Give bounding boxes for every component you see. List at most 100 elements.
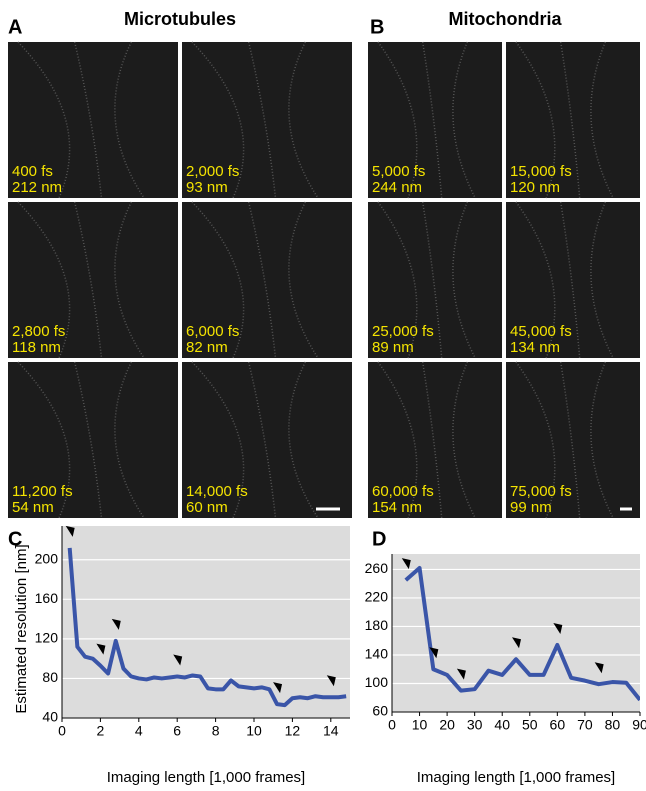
x-tick-label: 90 [632, 717, 646, 733]
x-axis-label: Imaging length [1,000 frames] [107, 769, 305, 786]
plot-area [62, 526, 350, 718]
structure [17, 41, 71, 199]
structure [421, 361, 443, 519]
resolution: 54 nm [12, 499, 54, 516]
x-tick-label: 0 [58, 723, 66, 739]
structure [17, 361, 71, 519]
image [368, 362, 502, 518]
resolution: 60 nm [186, 499, 228, 516]
resolution: 154 nm [372, 499, 422, 516]
structure [247, 201, 277, 359]
frame-count: 11,200 fs [12, 483, 73, 500]
arrowhead [401, 558, 411, 570]
image [506, 42, 640, 198]
structure [73, 201, 103, 359]
structure [559, 201, 581, 359]
arrowhead [273, 682, 283, 694]
frame-count: 14,000 fs [186, 483, 248, 500]
x-tick-label: 14 [323, 723, 339, 739]
x-tick-label: 80 [605, 717, 621, 733]
structure [590, 41, 614, 199]
structure [17, 201, 71, 359]
frame-count: 60,000 fs [372, 483, 434, 500]
structure [590, 361, 614, 519]
arrowhead [456, 668, 466, 680]
image [182, 42, 352, 198]
y-tick-label: 40 [42, 709, 58, 725]
x-tick-label: 10 [412, 717, 428, 733]
x-tick-label: 60 [550, 717, 566, 733]
image [8, 362, 178, 518]
image [506, 202, 640, 358]
frame-count: 6,000 fs [186, 323, 239, 340]
structure [452, 201, 476, 359]
panel-letter: D [372, 528, 386, 550]
series-line [404, 566, 640, 702]
structure [590, 201, 614, 359]
resolution: 212 nm [12, 179, 62, 196]
panel-letter: C [8, 528, 22, 550]
y-tick-label: 160 [35, 590, 59, 606]
panel-title: Microtubules [124, 9, 236, 29]
arrowhead [111, 618, 121, 630]
resolution: 93 nm [186, 179, 228, 196]
structure [247, 361, 277, 519]
resolution: 134 nm [510, 339, 560, 356]
arrowhead [96, 643, 106, 655]
x-axis-label: Imaging length [1,000 frames] [417, 769, 615, 786]
arrowhead [65, 525, 75, 537]
image [368, 202, 502, 358]
resolution: 82 nm [186, 339, 228, 356]
y-tick-label: 100 [365, 674, 389, 690]
panel-title: Mitochondria [449, 9, 563, 29]
structure [559, 41, 581, 199]
resolution: 118 nm [12, 339, 61, 356]
arrowhead [326, 675, 336, 687]
structure [191, 201, 245, 359]
panel-letter: A [8, 16, 22, 38]
x-tick-label: 12 [285, 723, 301, 739]
x-tick-label: 20 [439, 717, 455, 733]
frame-count: 2,800 fs [12, 323, 65, 340]
structure [421, 201, 443, 359]
arrowhead [553, 622, 563, 634]
arrowhead [173, 654, 183, 666]
y-tick-label: 220 [365, 589, 389, 605]
structure [452, 361, 476, 519]
resolution: 244 nm [372, 179, 422, 196]
structure [452, 41, 476, 199]
arrowhead [594, 662, 604, 674]
frame-count: 45,000 fs [510, 323, 572, 340]
frame-count: 15,000 fs [510, 163, 572, 180]
structure [73, 361, 103, 519]
resolution: 99 nm [510, 499, 552, 516]
image [182, 202, 352, 358]
frame-count: 75,000 fs [510, 483, 572, 500]
structure [191, 41, 245, 199]
panel-letter: B [370, 16, 384, 38]
resolution: 89 nm [372, 339, 414, 356]
structure [73, 41, 103, 199]
arrowhead [512, 637, 521, 649]
structure [191, 361, 245, 519]
frame-count: 400 fs [12, 163, 53, 180]
structure [559, 361, 581, 519]
image [8, 202, 178, 358]
y-tick-label: 120 [35, 630, 59, 646]
y-tick-label: 140 [365, 646, 389, 662]
frame-count: 5,000 fs [372, 163, 425, 180]
frame-count: 2,000 fs [186, 163, 239, 180]
x-tick-label: 10 [246, 723, 262, 739]
structure [421, 41, 443, 199]
